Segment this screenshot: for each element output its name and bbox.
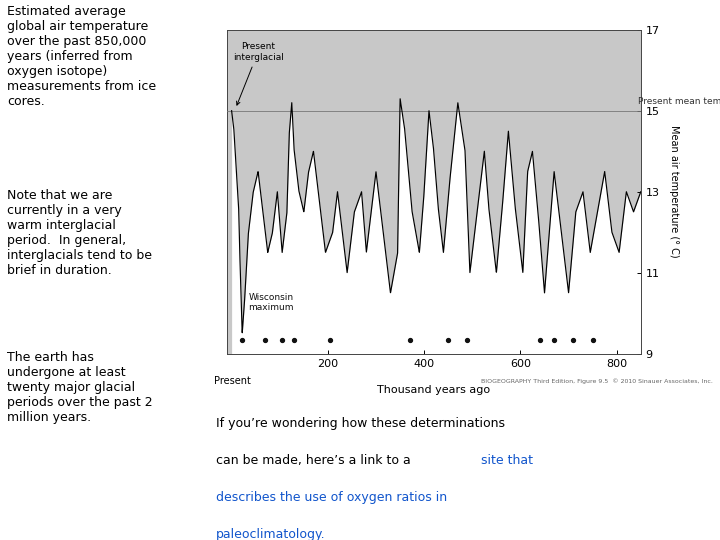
Text: can be made, here’s a link to a: can be made, here’s a link to a — [216, 454, 415, 467]
Text: Estimated average
global air temperature
over the past 850,000
years (inferred f: Estimated average global air temperature… — [7, 5, 156, 109]
Text: paleoclimatology.: paleoclimatology. — [216, 528, 325, 540]
Text: BIOGEOGRAPHY Third Edition, Figure 9.5  © 2010 Sinauer Associates, Inc.: BIOGEOGRAPHY Third Edition, Figure 9.5 ©… — [481, 378, 713, 383]
Text: site that: site that — [481, 454, 533, 467]
Text: Present: Present — [214, 376, 251, 386]
Text: If you’re wondering how these determinations: If you’re wondering how these determinat… — [216, 417, 505, 430]
Y-axis label: Mean air temperature (° C): Mean air temperature (° C) — [669, 125, 679, 258]
Text: Present
interglacial: Present interglacial — [233, 42, 284, 105]
Text: Wisconsin
maximum: Wisconsin maximum — [248, 293, 294, 312]
X-axis label: Thousand years ago: Thousand years ago — [377, 385, 490, 395]
Text: Present mean temperature (15° C): Present mean temperature (15° C) — [639, 97, 720, 106]
Text: The earth has
undergone at least
twenty major glacial
periods over the past 2
mi: The earth has undergone at least twenty … — [7, 351, 153, 424]
Text: describes the use of oxygen ratios in: describes the use of oxygen ratios in — [216, 491, 447, 504]
Text: Note that we are
currently in a very
warm interglacial
period.  In general,
inte: Note that we are currently in a very war… — [7, 189, 152, 277]
